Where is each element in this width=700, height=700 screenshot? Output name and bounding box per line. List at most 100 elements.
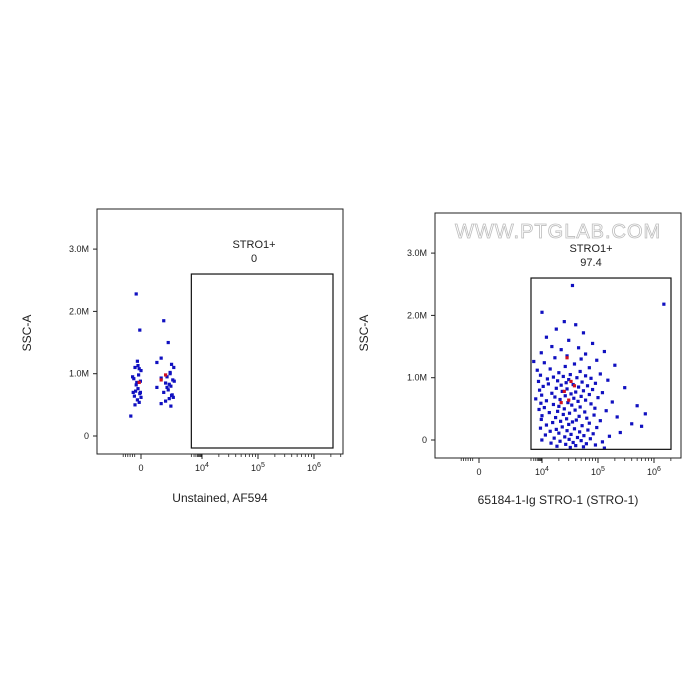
data-point (159, 402, 163, 406)
x-axis-label: 65184-1-Ig STRO-1 (STRO-1) (478, 493, 639, 507)
data-point (172, 365, 176, 370)
data-point (576, 346, 581, 350)
data-point (662, 302, 666, 306)
data-point (563, 394, 567, 398)
y-tick-label: 2.0M (407, 310, 427, 320)
gate-name: STRO1+ (569, 243, 612, 255)
data-point (578, 405, 582, 409)
data-point (563, 364, 567, 369)
data-point (135, 380, 139, 385)
data-point (540, 414, 544, 418)
data-point (565, 356, 569, 360)
data-point (623, 386, 627, 390)
data-point (556, 379, 560, 383)
data-point (576, 385, 581, 389)
data-point (134, 389, 138, 393)
data-point (588, 437, 592, 441)
y-tick-label: 1.0M (407, 373, 427, 383)
data-point (585, 384, 590, 388)
data-point (131, 375, 135, 379)
data-point (133, 365, 137, 370)
data-point (606, 378, 610, 382)
data-point (581, 331, 586, 335)
data-point (133, 403, 137, 407)
data-point (580, 424, 584, 428)
data-point (138, 328, 142, 332)
data-point (169, 393, 174, 398)
data-point (137, 400, 141, 404)
data-point (159, 376, 163, 380)
y-tick-label: 3.0M (407, 248, 427, 258)
data-point (579, 439, 583, 443)
data-point (559, 401, 563, 405)
data-point (579, 394, 583, 398)
data-point (563, 435, 567, 439)
data-point (134, 383, 138, 387)
data-point (579, 357, 583, 361)
y-tick-label: 1.0M (69, 369, 89, 379)
data-point (562, 320, 566, 324)
data-point (532, 359, 536, 364)
data-point (537, 388, 542, 392)
y-axis-label: SSC-A (20, 315, 34, 352)
data-point (544, 335, 549, 339)
x-axis: 0 104 105 106 (122, 454, 342, 473)
data-point (567, 398, 571, 402)
data-point (562, 389, 566, 394)
data-point (539, 401, 543, 405)
data-point (567, 338, 571, 342)
x-tick-label: 106 (307, 462, 321, 473)
data-point (538, 373, 543, 377)
data-point (574, 444, 578, 448)
data-point (565, 417, 569, 421)
data-point (595, 358, 599, 362)
data-point (596, 396, 600, 400)
data-point (139, 395, 143, 399)
data-point (155, 385, 159, 390)
x-tick-label: 105 (591, 466, 605, 477)
data-point (545, 377, 550, 381)
x-tick-label: 0 (476, 467, 481, 477)
x-axis: 0 104 105 106 (460, 458, 672, 477)
data-point (540, 393, 544, 397)
data-point (580, 380, 584, 384)
data-point (167, 397, 171, 401)
data-point (167, 382, 171, 386)
data-point (568, 445, 572, 450)
data-point (540, 438, 544, 442)
data-point (171, 395, 175, 399)
x-tick-base: 10 (251, 463, 261, 473)
data-point (155, 360, 159, 365)
data-point (559, 348, 563, 352)
data-point (574, 390, 578, 394)
data-point (138, 390, 142, 394)
x-tick-label: 104 (535, 466, 549, 477)
x-tick-base: 10 (591, 467, 601, 477)
data-point (550, 391, 554, 395)
data-point (569, 379, 573, 384)
data-point (557, 371, 561, 375)
data-point (600, 440, 605, 444)
gate-name: STRO1+ (232, 239, 275, 251)
data-point (165, 385, 169, 390)
data-point (544, 423, 549, 427)
data-point (551, 402, 556, 407)
data-point (565, 354, 569, 358)
data-point (577, 414, 581, 418)
data-point (562, 407, 566, 411)
data-point (137, 367, 141, 371)
data-point (535, 368, 539, 372)
data-point (135, 359, 139, 363)
data-point (593, 381, 598, 385)
data-point (561, 374, 565, 379)
data-point (575, 376, 579, 380)
data-point (552, 436, 556, 440)
data-point (162, 390, 166, 394)
data-point (630, 422, 634, 426)
data-point (593, 406, 597, 410)
data-point (165, 375, 169, 379)
data-point (583, 398, 588, 402)
data-point (132, 394, 136, 398)
x-tick-base: 10 (195, 463, 205, 473)
data-point (558, 397, 562, 402)
